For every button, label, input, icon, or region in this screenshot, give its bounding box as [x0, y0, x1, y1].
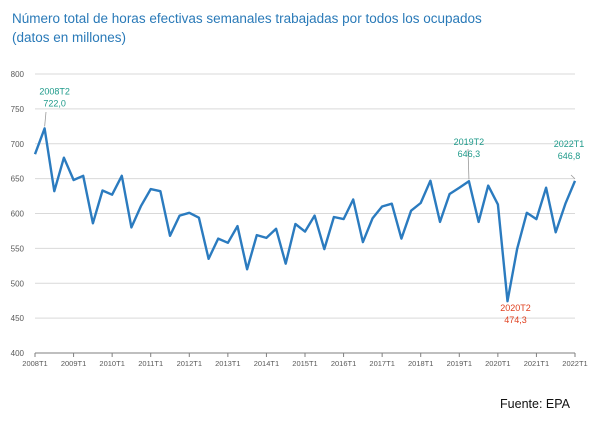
x-tick-label: 2008T1 — [22, 359, 47, 368]
annotation-label: 2008T2 — [39, 86, 70, 96]
x-tick-label: 2012T1 — [177, 359, 202, 368]
chart-title: Número total de horas efectivas semanale… — [12, 9, 572, 47]
x-tick-label: 2021T1 — [524, 359, 549, 368]
x-tick-label: 2015T1 — [292, 359, 317, 368]
y-tick-label: 800 — [11, 70, 25, 79]
annotation-leader — [44, 111, 47, 127]
y-tick-label: 550 — [11, 244, 25, 253]
x-tick-label: 2016T1 — [331, 359, 356, 368]
annotation-label: 2020T2 — [500, 303, 531, 313]
x-tick-label: 2019T1 — [447, 359, 472, 368]
annotation-value: 646,8 — [558, 151, 581, 161]
x-tick-label: 2013T1 — [215, 359, 240, 368]
x-tick-label: 2014T1 — [254, 359, 279, 368]
annotation-value: 722,0 — [43, 98, 66, 108]
annotation-value: 474,3 — [504, 315, 527, 325]
y-tick-label: 500 — [11, 279, 25, 288]
x-tick-label: 2010T1 — [99, 359, 124, 368]
y-tick-label: 750 — [11, 105, 25, 114]
y-tick-label: 450 — [11, 314, 25, 323]
x-tick-label: 2011T1 — [138, 359, 163, 368]
annotation-leader — [467, 148, 470, 180]
x-tick-label: 2009T1 — [61, 359, 86, 368]
annotation-label: 2019T2 — [454, 137, 485, 147]
y-tick-label: 700 — [11, 140, 25, 149]
x-tick-label: 2022T1 — [562, 359, 587, 368]
x-tick-label: 2017T1 — [369, 359, 394, 368]
y-tick-label: 400 — [11, 349, 25, 358]
annotation-label: 2022T1 — [554, 139, 585, 149]
source-note: Fuente: EPA — [500, 397, 570, 411]
chart-title-line-1: Número total de horas efectivas semanale… — [12, 11, 482, 26]
y-tick-label: 650 — [11, 175, 25, 184]
annotation-leader — [570, 174, 576, 180]
x-tick-label: 2018T1 — [408, 359, 433, 368]
y-tick-label: 600 — [11, 210, 25, 219]
chart-title-line-2: (datos en millones) — [12, 30, 127, 45]
x-tick-label: 2020T1 — [485, 359, 510, 368]
data-series-line — [33, 127, 577, 303]
annotation-value: 646,3 — [458, 149, 481, 159]
